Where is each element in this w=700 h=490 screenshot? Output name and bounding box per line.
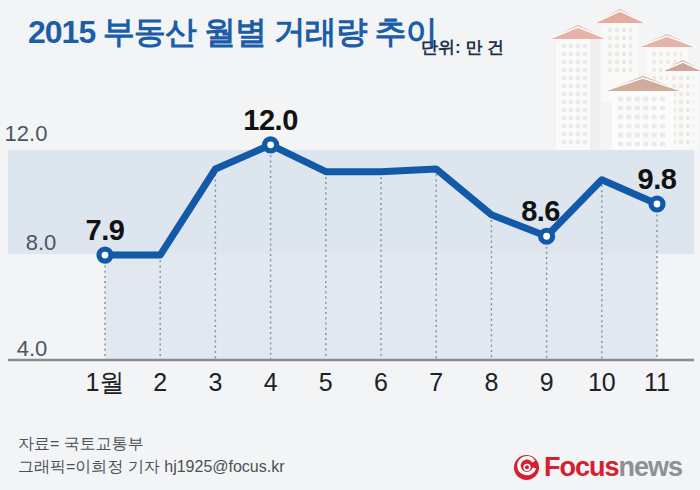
point-value-label: 8.6 (521, 195, 560, 227)
x-tick-label: 6 (374, 368, 388, 396)
x-tick-label: 2 (153, 368, 167, 396)
logo-text-news: news (618, 452, 682, 483)
infographic-page: 2015 부동산 월별 거래량 추이 단위: 만 건 (0, 0, 700, 490)
data-point-marker (99, 249, 111, 261)
x-tick-label: 8 (484, 368, 498, 396)
x-tick-label: 3 (208, 368, 222, 396)
graphic-credit: 그래픽=이희정 기자 hj1925@focus.kr (18, 457, 285, 478)
line-chart: 7.9 12.0 8.6 9.8 12.0 8.0 4.0 1월 2 3 4 5 6 7 8 9 10 11 (0, 0, 700, 490)
logo-text-focus: Focus (544, 452, 619, 483)
x-tick-label: 5 (319, 368, 333, 396)
x-tick-label: 10 (588, 368, 616, 396)
x-tick-label: 9 (540, 368, 554, 396)
x-tick-label: 11 (644, 368, 670, 396)
x-tick-label: 7 (429, 368, 443, 396)
focusnews-logo-icon (513, 454, 540, 481)
y-tick-label: 8.0 (26, 230, 57, 255)
point-value-label: 9.8 (638, 163, 677, 195)
y-tick-label: 12.0 (5, 121, 48, 146)
point-value-label: 7.9 (86, 214, 125, 246)
x-tick-label: 4 (264, 368, 278, 396)
source-credit: 자료= 국토교통부 (18, 434, 144, 455)
point-value-label: 12.0 (243, 104, 297, 136)
x-tick-label: 1월 (86, 368, 125, 396)
data-point-marker (541, 230, 553, 242)
y-tick-label: 4.0 (17, 336, 48, 361)
data-point-marker (265, 139, 277, 151)
focusnews-logo: Focusnews (513, 452, 682, 483)
data-point-marker (651, 198, 663, 210)
